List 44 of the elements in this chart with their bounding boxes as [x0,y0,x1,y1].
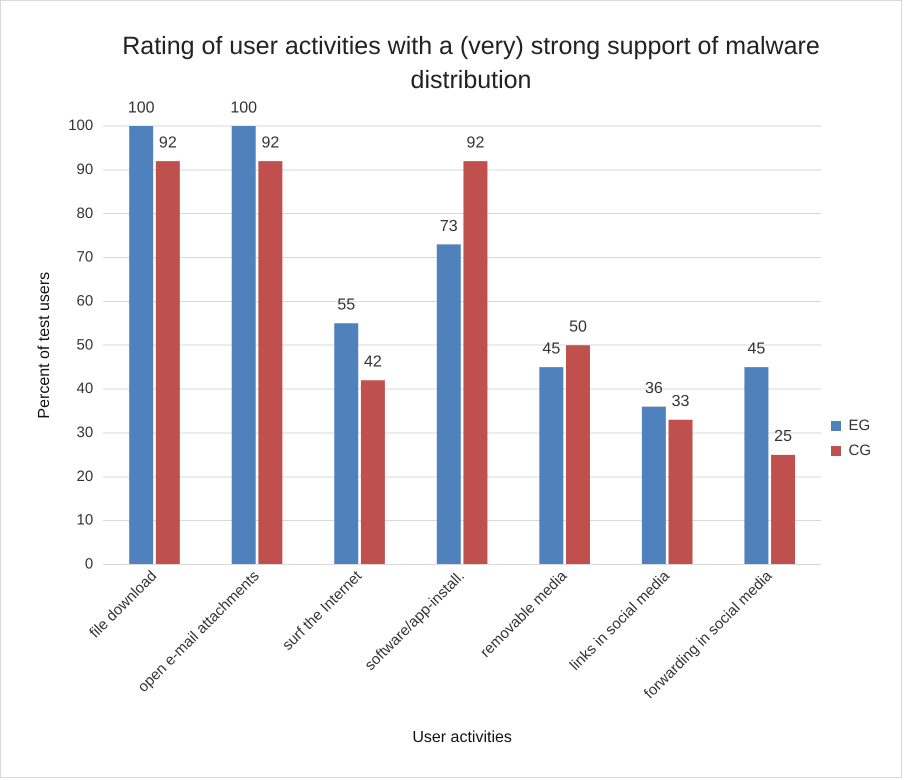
bar [258,161,282,564]
bar [334,323,358,564]
y-axis-title: Percent of test users [36,272,54,419]
bar [232,126,256,564]
legend-label: CG [848,442,871,460]
bar [360,380,385,564]
y-tick-label: 50 [76,336,94,354]
bar [156,161,180,564]
y-tick-label: 20 [76,468,94,485]
data-label: 100 [230,99,258,116]
y-tick-label: 30 [76,424,94,442]
data-label: 25 [774,428,792,446]
y-tick-label: 100 [68,117,94,134]
bar [668,420,693,564]
bar [463,161,488,564]
x-axis-title: User activities [412,728,512,746]
bar [744,367,768,564]
bar [129,126,154,564]
legend-label: EG [848,417,870,434]
y-tick-label: 60 [76,292,94,310]
data-label: 100 [128,99,155,116]
y-tick-label: 40 [76,380,94,398]
data-label: 45 [748,340,766,358]
y-tick-label: 10 [76,512,94,529]
data-label: 45 [542,340,560,358]
bar [539,367,564,564]
y-tick-label: 80 [76,204,94,222]
data-label: 36 [644,380,663,398]
bar [436,244,461,564]
y-tick-label: 70 [76,248,94,266]
bar [771,454,796,564]
data-label: 92 [158,134,177,152]
data-label: 50 [569,318,587,336]
y-tick-label: 90 [76,160,94,178]
data-label: 55 [337,296,356,314]
data-label: 92 [261,134,280,152]
data-label: 33 [672,393,690,410]
data-label: 92 [466,134,484,152]
data-label: 42 [364,354,382,371]
bar [566,345,590,564]
data-label: 73 [440,218,458,235]
bar [642,406,666,564]
y-tick-label: 0 [84,556,94,573]
chart-title: Rating of user activities with a (very) strong support of malware distribution [121,31,821,96]
